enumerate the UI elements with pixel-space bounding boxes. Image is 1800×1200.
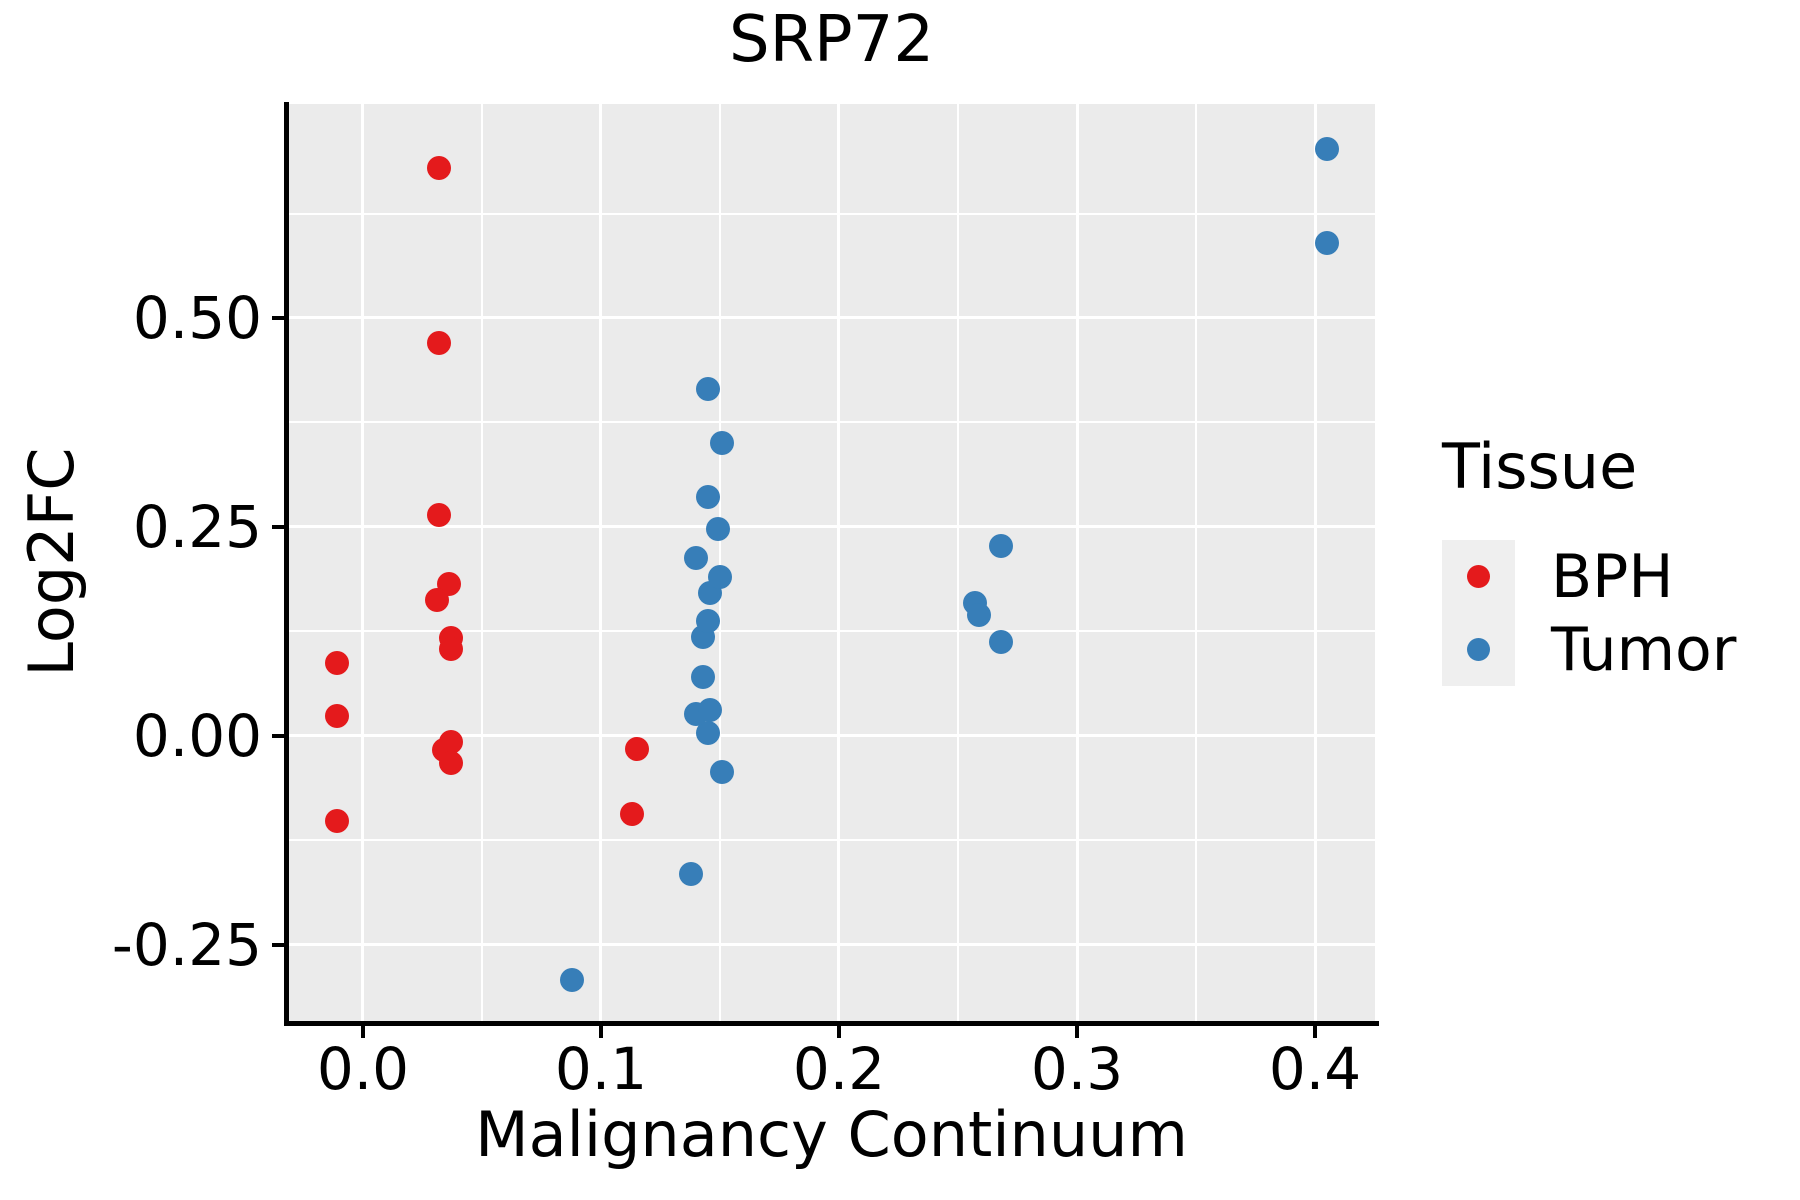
y-tick-label: -0.25 — [111, 910, 262, 979]
legend: Tissue BPH Tumor — [1442, 436, 1736, 686]
data-point-tumor — [679, 861, 704, 886]
y-tick-mark — [272, 733, 284, 738]
data-point-bph — [439, 637, 464, 662]
y-tick-mark — [272, 315, 284, 320]
data-point-tumor — [691, 664, 716, 689]
data-point-bph — [427, 331, 452, 356]
y-major-gridline — [288, 943, 1375, 947]
x-major-gridline — [361, 104, 365, 1021]
x-tick-mark — [1313, 1026, 1318, 1038]
data-point-tumor — [696, 377, 721, 402]
legend-swatch-dot — [1467, 565, 1490, 588]
x-major-gridline — [1075, 104, 1079, 1021]
data-point-tumor — [560, 968, 585, 993]
data-point-tumor — [696, 608, 721, 633]
data-point-bph — [439, 750, 464, 775]
y-minor-gridline — [288, 421, 1375, 424]
y-major-gridline — [288, 734, 1375, 738]
y-minor-gridline — [288, 212, 1375, 215]
x-major-gridline — [837, 104, 841, 1021]
x-tick-mark — [598, 1026, 603, 1038]
x-tick-mark — [1075, 1026, 1079, 1038]
x-minor-gridline — [718, 104, 721, 1021]
data-point-bph — [324, 703, 349, 728]
data-point-tumor — [988, 534, 1013, 559]
data-point-bph — [324, 651, 349, 676]
data-point-tumor — [967, 602, 992, 627]
data-point-bph — [427, 156, 452, 181]
y-tick-mark — [272, 942, 284, 947]
legend-rows: BPH Tumor — [1442, 540, 1736, 686]
data-point-bph — [424, 587, 449, 612]
data-point-tumor — [698, 698, 723, 723]
data-point-tumor — [1314, 137, 1339, 162]
x-tick-label: 0.2 — [792, 1035, 886, 1103]
x-tick-label: 0.3 — [1030, 1035, 1124, 1103]
data-point-bph — [619, 801, 644, 826]
data-point-tumor — [710, 431, 735, 456]
data-point-tumor — [684, 545, 709, 570]
x-tick-label: 0.4 — [1268, 1035, 1362, 1103]
legend-item-label: Tumor — [1551, 614, 1737, 685]
chart-title: SRP72 — [728, 3, 935, 77]
y-tick-label: 0.50 — [132, 283, 262, 352]
data-point-tumor — [710, 759, 735, 784]
x-minor-gridline — [957, 104, 959, 1021]
y-axis-title: Log2FC — [15, 447, 88, 677]
x-axis-spine — [284, 1021, 1379, 1026]
y-minor-gridline — [288, 839, 1375, 842]
data-point-bph — [624, 737, 649, 762]
x-major-gridline — [599, 104, 603, 1021]
legend-key — [1442, 540, 1515, 613]
x-axis-title: Malignancy Continuum — [475, 1098, 1188, 1171]
data-point-tumor — [988, 630, 1013, 655]
plot-panel — [288, 104, 1375, 1021]
data-point-bph — [324, 809, 349, 834]
x-minor-gridline — [1195, 104, 1197, 1021]
data-point-tumor — [705, 516, 730, 541]
x-tick-mark — [836, 1026, 841, 1038]
legend-swatch-dot — [1467, 638, 1490, 661]
y-minor-gridline — [288, 630, 1375, 633]
y-tick-label: 0.25 — [132, 492, 262, 561]
legend-item: BPH — [1442, 540, 1736, 613]
y-axis-spine — [284, 102, 289, 1026]
data-point-tumor — [1314, 230, 1339, 255]
x-tick-label: 0.1 — [554, 1035, 648, 1103]
data-point-bph — [427, 503, 452, 528]
x-minor-gridline — [480, 104, 483, 1021]
y-major-gridline — [288, 316, 1375, 320]
x-tick-mark — [360, 1026, 365, 1038]
legend-key — [1442, 613, 1515, 686]
x-tick-label: 0.0 — [316, 1035, 410, 1103]
data-point-tumor — [696, 484, 721, 509]
data-point-tumor — [707, 565, 732, 590]
legend-item-label: BPH — [1551, 541, 1674, 612]
legend-title: Tissue — [1442, 430, 1638, 503]
y-tick-mark — [272, 524, 284, 529]
legend-item: Tumor — [1442, 613, 1736, 686]
y-major-gridline — [288, 525, 1375, 529]
y-tick-label: 0.00 — [132, 701, 262, 770]
x-major-gridline — [1313, 104, 1317, 1021]
